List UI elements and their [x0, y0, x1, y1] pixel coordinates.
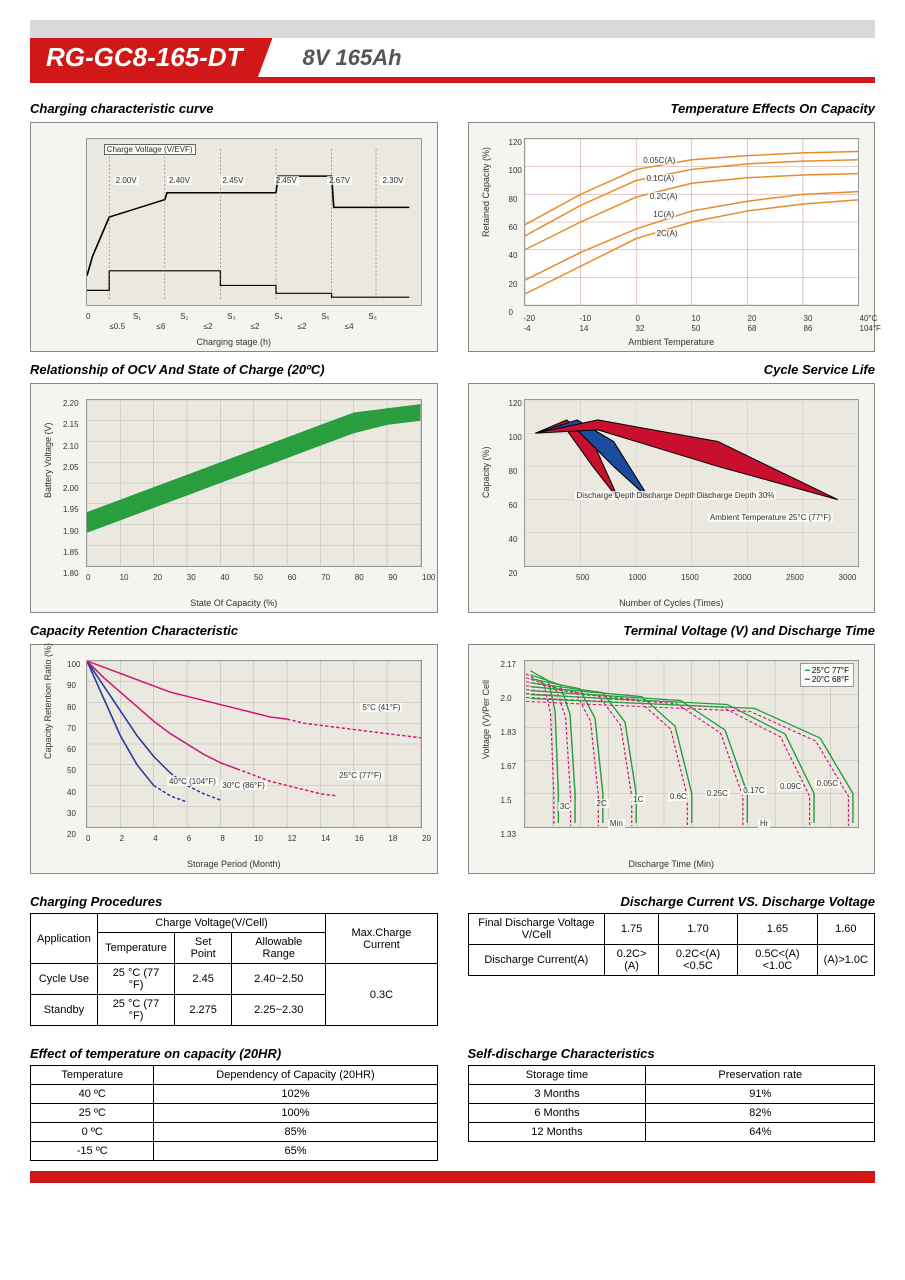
discharge-time-chart: Voltage (V)/Per Cell 3C2C1C0.6C0.25C0.17…: [468, 644, 876, 874]
discharge-voltage-title: Discharge Current VS. Discharge Voltage: [468, 894, 876, 909]
temp-effect-title: Effect of temperature on capacity (20HR): [30, 1046, 438, 1061]
y-axis-label: Capacity (%): [481, 446, 491, 498]
y-axis-label: Battery Voltage (V): [43, 422, 53, 498]
ocv-title: Relationship of OCV And State of Charge …: [30, 362, 438, 377]
y-axis-label: Capacity Retention Ratio (%): [43, 643, 53, 759]
table-cell: Max.Charge Current: [326, 914, 437, 964]
table-cell: 25 °C (77 °F): [97, 995, 174, 1026]
table-cell: Temperature: [97, 933, 174, 964]
table-cell: 1.70: [658, 914, 737, 945]
table-cell: 0.2C>(A): [605, 945, 659, 976]
ocv-chart: Battery Voltage (V) State Of Capacity (%…: [30, 383, 438, 613]
table-cell: 0.2C<(A)<0.5C: [658, 945, 737, 976]
table-cell: (A)>1.0C: [817, 945, 874, 976]
table-cell: Set Point: [175, 933, 232, 964]
cycle-title: Cycle Service Life: [468, 362, 876, 377]
table-cell: 1.60: [817, 914, 874, 945]
table-cell: Cycle Use: [31, 964, 98, 995]
discharge-time-title: Terminal Voltage (V) and Discharge Time: [468, 623, 876, 638]
x-axis-label: Storage Period (Month): [187, 859, 281, 869]
self-discharge-title: Self-discharge Characteristics: [468, 1046, 876, 1061]
table-cell: 2.40~2.50: [232, 964, 326, 995]
temp-capacity-title: Temperature Effects On Capacity: [468, 101, 876, 116]
table-cell: 0.5C<(A)<1.0C: [738, 945, 817, 976]
table-cell: Standby: [31, 995, 98, 1026]
table-cell: 0.3C: [326, 964, 437, 1026]
charging-procedures-table: Application Charge Voltage(V/Cell) Max.C…: [30, 913, 438, 1026]
temp-effect-table: TemperatureDependency of Capacity (20HR)…: [30, 1065, 438, 1161]
table-cell: Discharge Current(A): [468, 945, 605, 976]
retention-chart: Capacity Retention Ratio (%) 40°C (104°F…: [30, 644, 438, 874]
charging-curve-chart: Charge Voltage (V/EVF)2.00V2.40V2.45V2.4…: [30, 122, 438, 352]
y-axis-label: Voltage (V)/Per Cell: [481, 680, 491, 759]
cycle-chart: Capacity (%) Discharge Depth 80%Discharg…: [468, 383, 876, 613]
charging-curve-title: Charging characteristic curve: [30, 101, 438, 116]
x-axis-label: Discharge Time (Min): [628, 859, 714, 869]
table-cell: 2.25~2.30: [232, 995, 326, 1026]
discharge-voltage-table: Final Discharge Voltage V/Cell 1.75 1.70…: [468, 913, 876, 976]
x-axis-label: Ambient Temperature: [628, 337, 714, 347]
table-cell: 2.275: [175, 995, 232, 1026]
table-cell: Allowable Range: [232, 933, 326, 964]
table-cell: Final Discharge Voltage V/Cell: [468, 914, 605, 945]
table-cell: 25 °C (77 °F): [97, 964, 174, 995]
table-cell: 1.75: [605, 914, 659, 945]
model-banner: RG-GC8-165-DT: [30, 38, 272, 77]
y-axis-label: Retained Capacity (%): [481, 147, 491, 237]
table-cell: 1.65: [738, 914, 817, 945]
temp-capacity-chart: Retained Capacity (%) 0.05C(A)0.1C(A)0.2…: [468, 122, 876, 352]
table-cell: 2.45: [175, 964, 232, 995]
charging-procedures-title: Charging Procedures: [30, 894, 438, 909]
table-cell: Charge Voltage(V/Cell): [97, 914, 326, 933]
x-axis-label: State Of Capacity (%): [190, 598, 277, 608]
self-discharge-table: Storage timePreservation rate3 Months91%…: [468, 1065, 876, 1142]
x-axis-label: Charging stage (h): [196, 337, 271, 347]
retention-title: Capacity Retention Characteristic: [30, 623, 438, 638]
x-axis-label: Number of Cycles (Times): [619, 598, 723, 608]
table-cell: Application: [31, 914, 98, 964]
spec-label: 8V 165Ah: [302, 45, 401, 71]
